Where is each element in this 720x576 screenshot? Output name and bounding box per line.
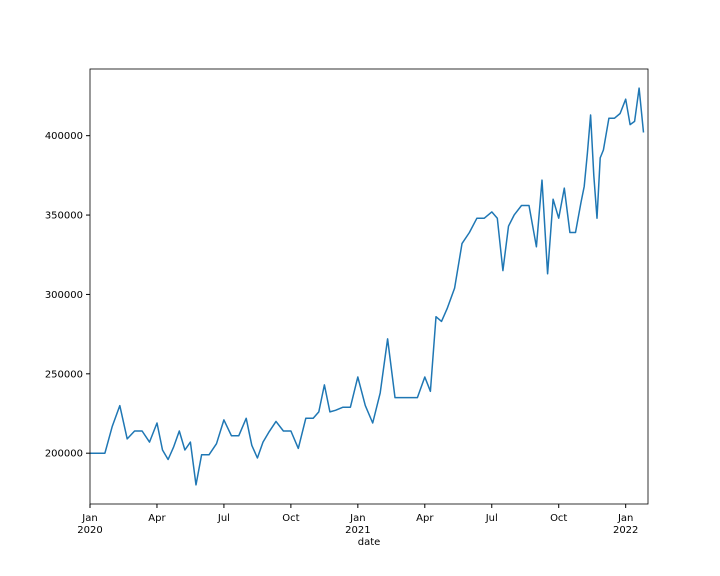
plot-frame — [89, 68, 649, 505]
x-tick-label: Jul — [485, 513, 498, 524]
x-tick-label-part: Apr — [148, 513, 166, 524]
y-tick-label: 350000 — [45, 211, 83, 222]
x-axis-label: date — [358, 537, 381, 548]
x-tick-label: Apr — [148, 513, 166, 524]
y-tick-label: 200000 — [45, 449, 83, 460]
x-tick-label-part: Jul — [217, 513, 230, 524]
x-tick-label-part: Jan — [349, 513, 365, 524]
x-tick-label-part: 2020 — [77, 525, 102, 536]
x-tick-label: Jan 2021 — [345, 513, 370, 536]
x-tick-label: Jan 2020 — [77, 513, 102, 536]
x-tick-label-part: 2021 — [345, 525, 370, 536]
data-line — [90, 87, 645, 486]
x-tick-label: Jul — [217, 513, 230, 524]
x-tick-label: Oct — [550, 513, 567, 524]
x-tick-label-part: Oct — [550, 513, 567, 524]
x-tick-label-part: Apr — [416, 513, 434, 524]
x-tick-label-part: Jan — [617, 513, 633, 524]
x-tick-label-part: Jul — [485, 513, 498, 524]
x-tick-label-part: Jan — [81, 513, 97, 524]
x-tick-label-part: Oct — [282, 513, 299, 524]
y-tick-label: 250000 — [45, 369, 83, 380]
x-tick-label-part: 2022 — [613, 525, 638, 536]
y-tick-label: 400000 — [45, 131, 83, 142]
x-tick-label: Oct — [282, 513, 299, 524]
x-tick-label: Jan 2022 — [613, 513, 638, 536]
x-tick-label: Apr — [416, 513, 434, 524]
y-tick-label: 300000 — [45, 290, 83, 301]
